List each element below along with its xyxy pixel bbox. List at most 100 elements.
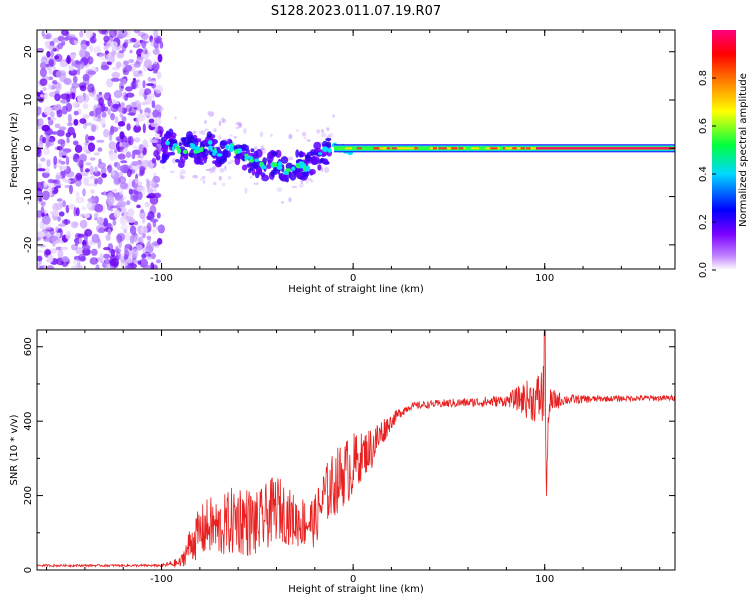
- spectrogram-speckle: [75, 207, 80, 217]
- spectrogram-speckle: [152, 63, 158, 69]
- spectrogram-speckle: [53, 155, 58, 165]
- spectrogram-speckle: [65, 31, 70, 37]
- spectrogram-speckle: [82, 73, 90, 82]
- spectrogram-speckle: [72, 259, 80, 266]
- spectrogram-speckle: [99, 252, 104, 261]
- spectrogram-speckle: [192, 174, 199, 179]
- spectrogram-hotspot: [231, 143, 235, 146]
- spectrogram-speckle: [218, 175, 222, 181]
- spectrogram-speckle: [75, 61, 82, 65]
- spectrogram-signal-blob: [256, 166, 263, 175]
- spectrogram-speckle: [61, 105, 68, 115]
- spectrogram-speckle: [78, 253, 86, 262]
- carrier-segment: [505, 147, 514, 150]
- spectrogram-speckle: [61, 154, 67, 159]
- spectrogram-speckle: [96, 52, 105, 57]
- spectrogram-hotspot: [254, 158, 259, 163]
- spectrogram-signal-blob: [310, 155, 317, 165]
- spectrogram-speckle: [51, 131, 59, 135]
- spectrogram-speckle: [156, 237, 163, 245]
- spectrogram-speckle: [49, 50, 55, 58]
- spectrogram-speckle: [116, 51, 125, 59]
- spectrogram-speckle: [52, 202, 59, 212]
- spectrogram-speckle: [80, 213, 85, 218]
- spectrogram-speckle: [288, 197, 292, 203]
- spectrogram-signal-blob: [306, 151, 315, 156]
- snr-plot-area: [37, 331, 675, 568]
- spectrogram-speckle: [98, 158, 102, 164]
- carrier-segment: [452, 147, 458, 150]
- spectrogram-speckle: [103, 128, 110, 138]
- carrier-segment: [531, 147, 536, 150]
- spectrogram-speckle: [303, 137, 307, 140]
- spectrogram-speckle: [136, 113, 146, 122]
- carrier-segment: [485, 147, 493, 150]
- colorbar-ticks: 0.0 0.2 0.4 0.6 0.8: [698, 70, 716, 278]
- spectrogram-speckle: [115, 197, 124, 202]
- spectrogram-speckle: [296, 129, 299, 132]
- spectrogram-speckle: [129, 37, 137, 43]
- spectrogram-speckle: [220, 117, 225, 124]
- spectrogram-speckle: [47, 253, 54, 263]
- spectrogram-speckle: [90, 124, 97, 133]
- spectrogram-speckle: [42, 34, 51, 40]
- spectrogram-speckle: [137, 159, 142, 165]
- spectrogram-speckle: [142, 217, 146, 224]
- spectrogram-speckle: [156, 71, 162, 80]
- spectrogram-hotspot: [327, 148, 332, 153]
- spectrogram-speckle: [146, 188, 154, 194]
- spectrogram-speckle: [156, 106, 164, 112]
- spectrogram-hotspot: [182, 149, 188, 154]
- spectrogram-speckle: [259, 131, 264, 138]
- spectrogram-signal-blob: [178, 142, 183, 147]
- spectrogram-speckle: [121, 206, 127, 212]
- spectrogram-speckle: [150, 122, 158, 127]
- spectrogram-speckle: [107, 108, 111, 115]
- spectrogram-speckle: [227, 176, 232, 180]
- spectrogram-xtick-label: 0: [350, 273, 356, 284]
- figure-title: S128.2023.011.07.19.R07: [271, 4, 441, 19]
- spectrogram-hotspot: [245, 156, 250, 160]
- spectrogram-speckle: [218, 120, 222, 127]
- spectrogram-speckle: [55, 174, 63, 180]
- spectrogram-speckle: [147, 76, 152, 82]
- spectrogram-speckle: [110, 41, 118, 49]
- spectrogram-hotspot: [228, 147, 234, 153]
- spectrogram-speckle: [46, 265, 55, 269]
- spectrogram-hotspot: [171, 146, 175, 152]
- spectrogram-speckle: [56, 44, 60, 52]
- spectrogram-speckle: [103, 35, 110, 43]
- spectrogram-speckle: [94, 178, 99, 185]
- spectrogram-speckle: [170, 170, 175, 174]
- spectrogram-signal-blob: [317, 164, 322, 171]
- spectrogram-speckle: [310, 179, 314, 183]
- spectrogram-hotspot: [284, 169, 289, 172]
- spectrogram-speckle: [81, 244, 91, 251]
- spectrogram-speckle: [101, 173, 107, 178]
- spectrogram-signal-blob: [175, 159, 181, 163]
- spectrogram-speckle: [37, 181, 44, 192]
- spectrogram-speckle: [48, 44, 56, 51]
- spectrogram-speckle: [326, 127, 330, 131]
- spectrogram-speckle: [78, 159, 84, 169]
- spectrogram-speckle: [75, 178, 82, 187]
- spectrogram-signal-blob: [249, 166, 254, 171]
- spectrogram-speckle: [82, 103, 89, 109]
- spectrogram-speckle: [119, 164, 129, 174]
- spectrogram-speckle: [48, 57, 56, 68]
- spectrogram-speckle: [121, 141, 127, 148]
- spectrogram-xtick-label: 100: [535, 273, 554, 284]
- carrier-core: [535, 147, 675, 150]
- spectrogram-speckle: [56, 198, 63, 202]
- spectrogram-speckle: [55, 185, 61, 189]
- spectrogram-hotspot: [172, 143, 178, 147]
- spectrogram-signal-blob: [285, 162, 293, 170]
- spectrogram-signal-blob: [298, 150, 304, 158]
- spectrogram-speckle: [55, 82, 61, 90]
- spectrogram-speckle: [141, 33, 149, 40]
- spectrogram-speckle: [233, 136, 237, 139]
- spectrogram-speckle: [146, 222, 152, 233]
- spectrogram-speckle: [127, 208, 135, 217]
- carrier-segment: [356, 147, 362, 150]
